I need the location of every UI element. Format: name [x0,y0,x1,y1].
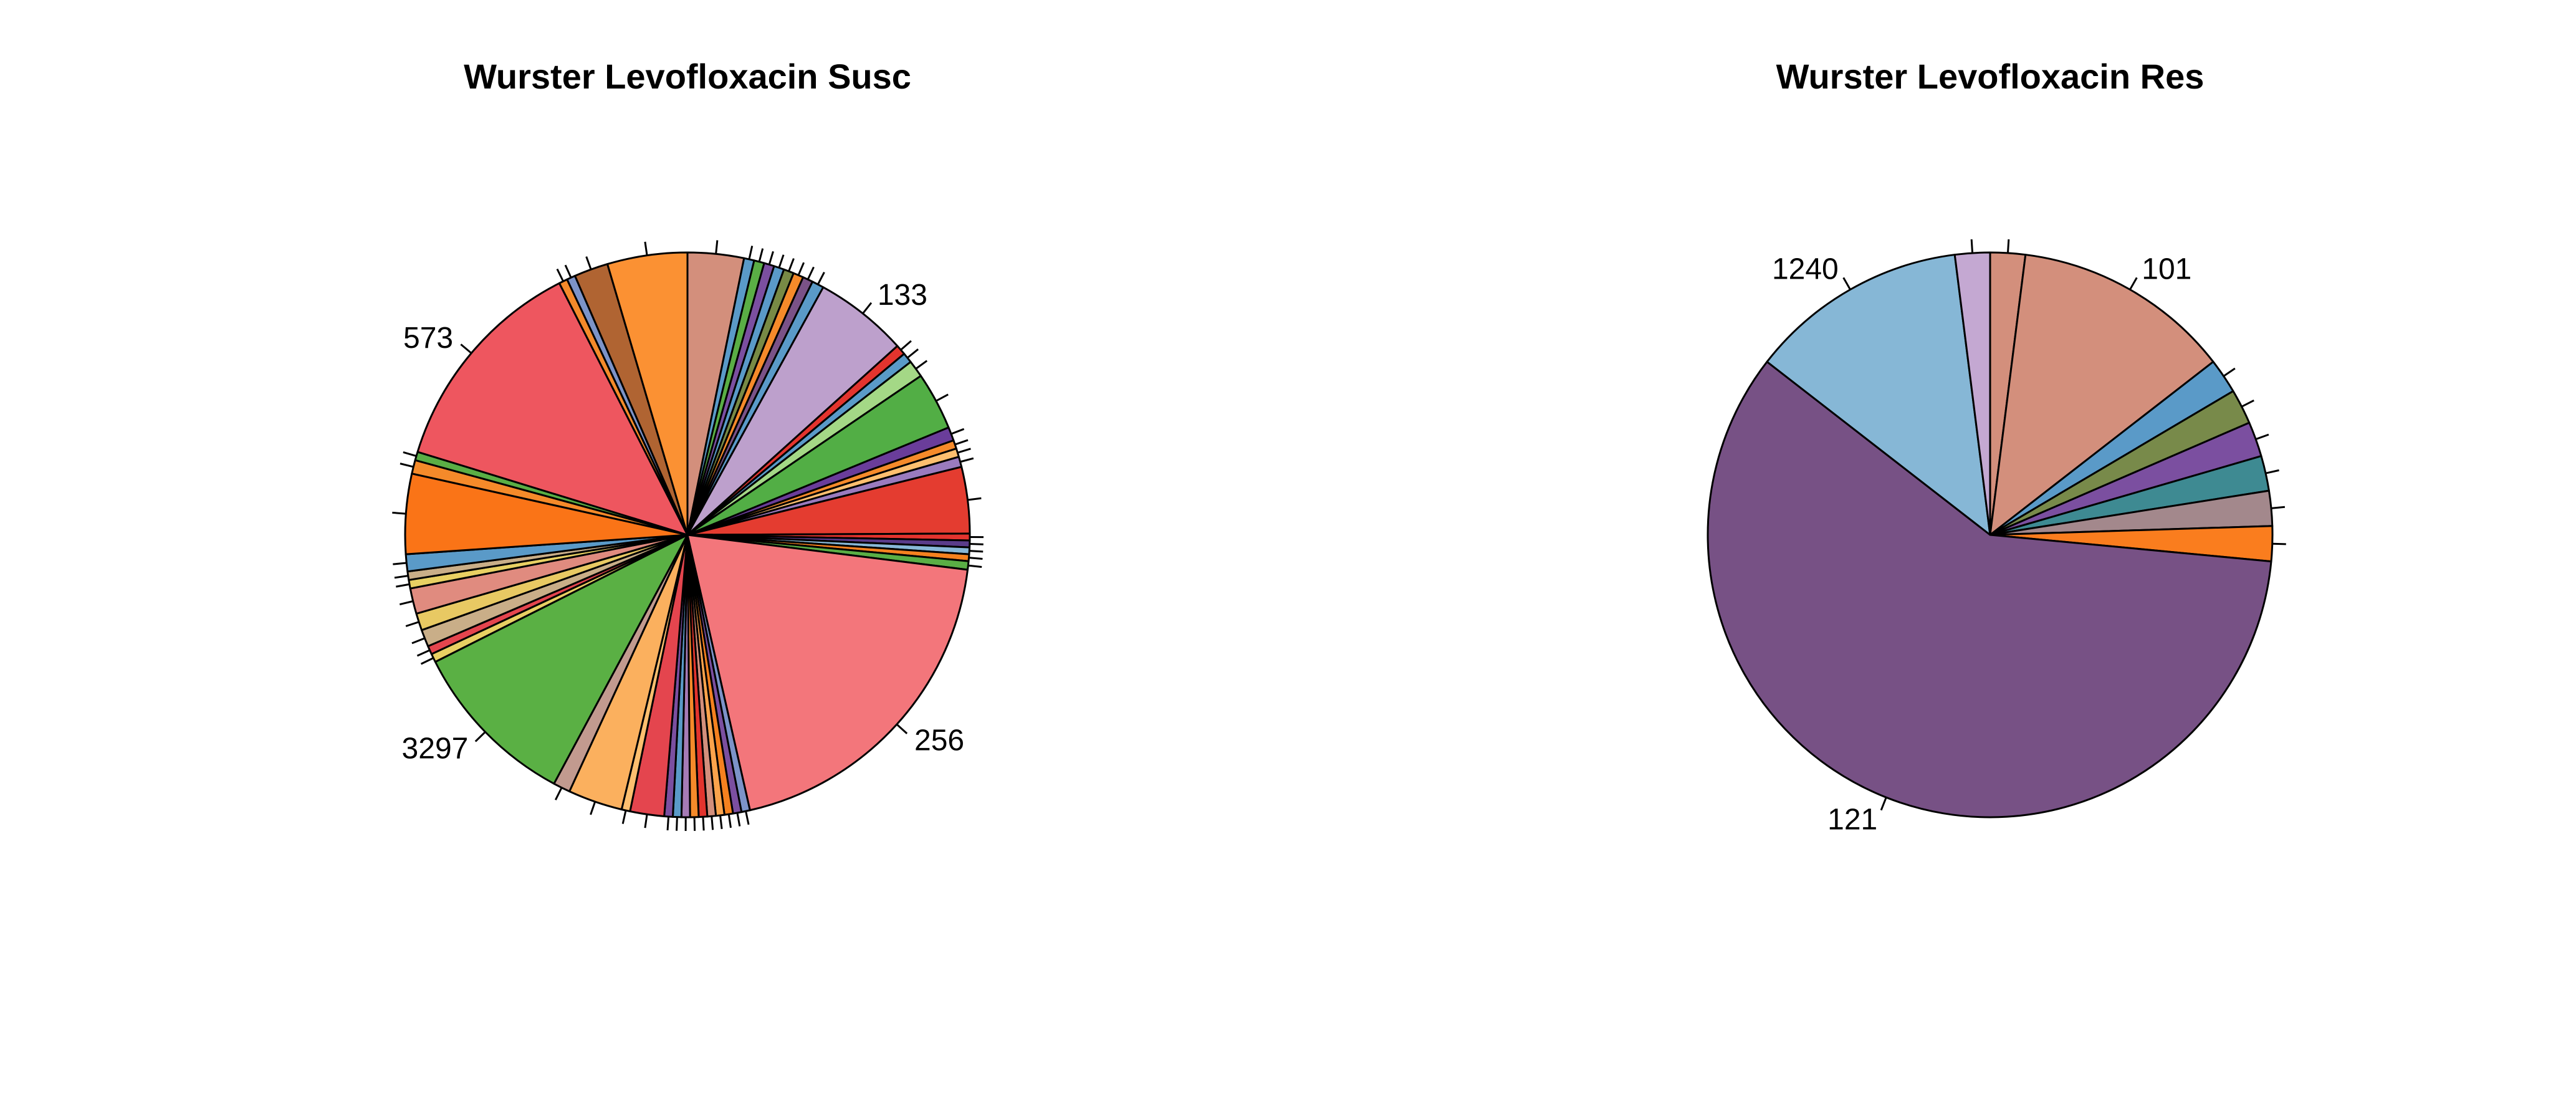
pie-slice [1953,251,1991,536]
slice-tick [969,543,984,545]
pie-slice [686,534,969,812]
slice-tick [969,550,984,553]
pie-slice [416,282,689,536]
slice-tick [719,815,723,829]
slice-tick [702,817,705,831]
slice-tick [644,241,648,256]
slice-tick [2129,277,2138,290]
slice-label: 101 [2142,253,2191,286]
slice-tick [758,248,764,262]
slice-tick [399,600,414,606]
pie-slice [1989,254,2214,536]
slice-tick [862,302,873,314]
slice-tick [960,457,974,463]
slice-tick [915,360,928,370]
slice-tick [797,262,805,276]
susc-pie-chart: Wurster Levofloxacin Susc 133 256 3297 573 [392,57,984,831]
slice-tick [400,463,414,468]
slice-label: 121 [1827,804,1877,837]
slice-tick [745,810,750,825]
slice-tick [394,575,408,579]
slice-tick [2241,400,2254,408]
slice-tick [693,817,696,831]
slice-tick [816,272,825,285]
pie-slice [434,534,689,785]
slice-tick [906,348,919,359]
slice-tick [621,810,627,824]
slice-tick [778,254,785,268]
slice-tick [396,583,410,588]
slice-tick [554,787,563,800]
slice-tick [807,266,815,280]
res-pie-panel: Wurster Levofloxacin Res 101 121 1240 [1288,0,2576,1104]
slice-tick [2265,469,2279,474]
slice-label: 1240 [1772,253,1839,286]
slice-tick [736,812,741,827]
chart-title: Wurster Levofloxacin Susc [464,57,911,96]
slice-tick [411,637,425,645]
slice-tick [416,649,431,657]
slice-tick [711,816,714,830]
res-slices: 101 121 1240 [1707,239,2286,837]
slice-label: 256 [914,724,964,757]
slice-tick [968,564,982,568]
slice-tick [590,801,596,815]
slice-tick [1970,239,1974,253]
susc-slices: 133 256 3297 573 [392,240,984,831]
slice-tick [969,557,983,560]
slice-tick [950,428,965,435]
slice-tick [392,511,406,515]
slice-tick [644,814,648,828]
slice-tick [967,497,982,501]
slice-tick [2255,433,2269,440]
slice-label: 133 [878,279,927,312]
slice-tick [405,621,419,627]
pie-slice [1766,254,1991,536]
slice-tick [2223,367,2236,377]
slice-tick [1842,277,1851,290]
slice-tick [460,343,472,354]
susc-pie-panel: Wurster Levofloxacin Susc 133 256 3297 573 [392,57,984,831]
slice-tick [957,448,971,454]
pie-slice [1707,360,2272,818]
slice-tick [936,393,949,402]
pie-slice [686,286,899,536]
slice-tick [564,264,572,278]
slice-label: 3297 [402,732,469,766]
slice-tick [788,258,795,272]
slice-label: 573 [403,322,453,355]
slice-tick [954,439,969,446]
slice-tick [585,256,592,270]
res-pie-chart: Wurster Levofloxacin Res 101 121 1240 [1707,57,2286,837]
slice-tick [715,240,719,254]
slice-tick [420,657,434,665]
slice-tick [2271,506,2286,509]
slice-tick [748,246,754,260]
pie-slice [606,251,689,536]
slice-tick [896,723,908,734]
slice-tick [768,251,774,265]
slice-tick [900,340,912,351]
slice-tick [727,814,732,828]
slice-tick [403,451,417,457]
slice-tick [474,731,486,742]
slice-tick [556,268,564,282]
chart-title: Wurster Levofloxacin Res [1776,57,2205,96]
slice-tick [393,562,407,565]
slice-tick [1880,797,1887,811]
slice-tick [676,817,678,831]
